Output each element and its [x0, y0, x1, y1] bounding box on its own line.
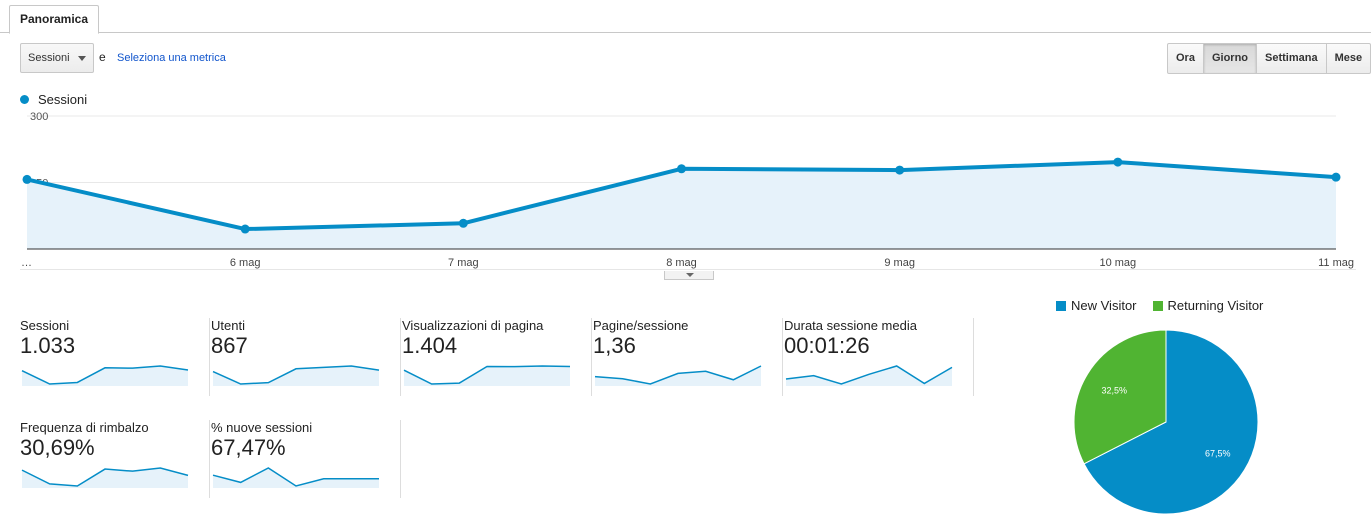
kpi-divider: [400, 318, 401, 396]
select-metric-link[interactable]: Seleziona una metrica: [117, 52, 226, 64]
kpi-tile[interactable]: Visualizzazioni di pagina 1.404: [402, 318, 592, 398]
kpi-label: Durata sessione media: [784, 318, 917, 333]
x-tick-label: 11 mag: [1318, 257, 1354, 269]
data-point: [1113, 157, 1123, 167]
kpi-divider: [400, 420, 401, 498]
sparkline-line: [785, 365, 953, 385]
kpi-tile[interactable]: Pagine/sessione 1,36: [593, 318, 783, 398]
kpi-tile[interactable]: Durata sessione media 00:01:26: [784, 318, 974, 398]
x-tick-label: 8 mag: [666, 257, 697, 269]
legend-square-icon: [1056, 300, 1066, 311]
area-fill: [27, 162, 1336, 249]
sparkline-line: [212, 467, 379, 487]
chart-legend: Sessioni: [20, 92, 87, 107]
kpi-tile[interactable]: Sessioni 1.033: [20, 318, 210, 398]
data-point: [895, 165, 905, 175]
metric-select[interactable]: Sessioni: [20, 43, 94, 73]
x-tick-label: 6 mag: [230, 257, 261, 269]
sparkline-fill: [213, 468, 379, 488]
pie-legend-item-new[interactable]: New Visitor: [1056, 298, 1137, 313]
kpi-value: 1.404: [402, 333, 458, 358]
kpi-label: Frequenza di rimbalzo: [20, 420, 149, 435]
caret-down-icon: [686, 273, 694, 277]
kpi-label: Utenti: [211, 318, 245, 333]
kpi-value: 00:01:26: [784, 333, 870, 358]
kpi-divider: [591, 318, 592, 396]
kpi-divider: [782, 318, 783, 396]
kpi-value: 1,36: [593, 333, 636, 358]
kpi-divider: [209, 420, 210, 498]
x-tick-label: 10 mag: [1099, 257, 1136, 269]
kpi-tile[interactable]: Utenti 867: [211, 318, 401, 398]
sparkline-line: [403, 365, 571, 385]
sparkline-fill: [213, 366, 379, 386]
sparkline-fill: [404, 366, 570, 386]
pie-data-label: 32,5%: [1101, 385, 1127, 395]
kpi-value: 67,47%: [211, 435, 286, 460]
visitor-pie-chart[interactable]: 67,5% 32,5%: [1070, 326, 1264, 520]
range-button-giorno[interactable]: Giorno: [1202, 43, 1258, 74]
data-point: [22, 174, 32, 184]
sparkline-fill: [22, 366, 188, 386]
kpi-sparkline: [212, 467, 379, 488]
range-button-settimana[interactable]: Settimana: [1256, 43, 1327, 74]
pie-legend-label: Returning Visitor: [1167, 298, 1264, 313]
kpi-value: 867: [211, 333, 248, 358]
kpi-sparkline: [212, 365, 380, 386]
kpi-sparkline: [403, 365, 571, 386]
x-tick-label: …: [21, 257, 32, 269]
sparkline-line: [21, 365, 189, 385]
kpi-sparkline: [21, 467, 189, 488]
kpi-sparkline: [594, 365, 762, 386]
pie-slice: [1083, 329, 1259, 515]
chart-resize-handle[interactable]: [664, 271, 714, 280]
kpi-sparkline: [21, 365, 189, 386]
kpi-divider: [973, 318, 974, 396]
chevron-down-icon: [78, 56, 86, 61]
sparkline-line: [212, 365, 380, 385]
sparkline-fill: [595, 366, 761, 386]
metric-select-value: Sessioni: [28, 52, 70, 64]
kpi-value: 30,69%: [20, 435, 95, 460]
data-point: [458, 218, 468, 228]
pie-legend-item-returning[interactable]: Returning Visitor: [1152, 298, 1264, 313]
pie-legend-label: New Visitor: [1071, 298, 1137, 313]
kpi-tile[interactable]: Frequenza di rimbalzo 30,69%: [20, 420, 210, 500]
kpi-label: Visualizzazioni di pagina: [402, 318, 544, 333]
kpi-value: 1.033: [20, 333, 76, 358]
range-button-ora[interactable]: Ora: [1167, 43, 1204, 74]
time-range-group: Ora Giorno Settimana Mese: [1167, 43, 1371, 74]
pie-legend: New Visitor Returning Visitor: [1056, 298, 1279, 313]
y-tick-label: 300: [30, 111, 48, 123]
sparkline-line: [594, 365, 762, 385]
x-tick-label: 9 mag: [884, 257, 915, 269]
data-point: [677, 164, 686, 174]
tab-bar: Panoramica: [0, 0, 1371, 34]
legend-label: Sessioni: [38, 92, 88, 107]
sparkline-fill: [786, 366, 952, 386]
sparkline-fill: [22, 468, 188, 488]
legend-square-icon: [1152, 300, 1163, 311]
kpi-label: Sessioni: [20, 318, 70, 333]
kpi-label: Pagine/sessione: [593, 318, 689, 333]
kpi-tile[interactable]: % nuove sessioni 67,47%: [211, 420, 401, 500]
x-tick-label: 7 mag: [448, 257, 479, 269]
kpi-label: % nuove sessioni: [211, 420, 313, 435]
kpi-sparkline: [785, 365, 953, 386]
tab-panoramica[interactable]: Panoramica: [9, 5, 100, 34]
pie-slice: [1073, 329, 1167, 465]
kpi-divider: [209, 318, 210, 396]
pie-data-label: 67,5%: [1205, 449, 1231, 459]
range-button-mese[interactable]: Mese: [1325, 43, 1371, 74]
sparkline-line: [21, 467, 189, 487]
data-point: [240, 224, 250, 234]
data-point: [1331, 172, 1341, 182]
metric-conjunction: e: [99, 50, 106, 64]
legend-dot-icon: [20, 95, 29, 104]
